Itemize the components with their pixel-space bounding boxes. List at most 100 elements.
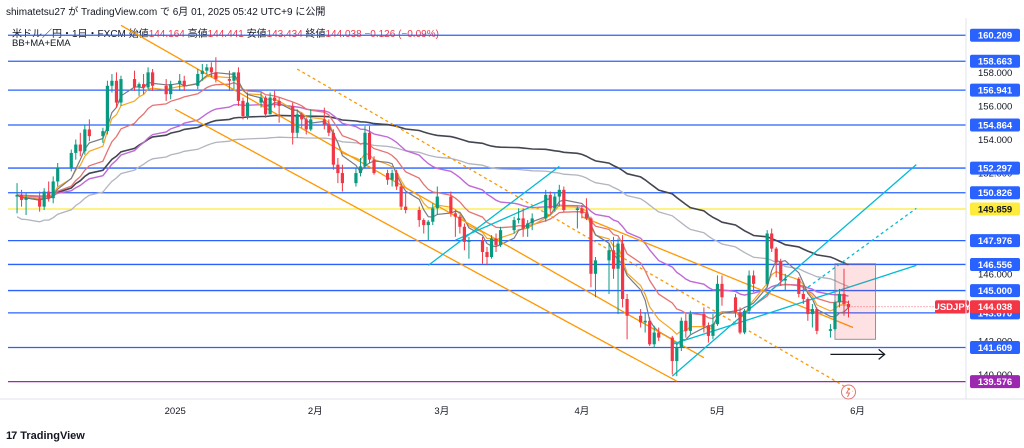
- candle-body: [47, 191, 51, 199]
- candle-body: [24, 198, 28, 200]
- candle-body: [87, 129, 91, 137]
- candle-body: [83, 129, 87, 152]
- candle-body: [742, 310, 747, 333]
- candle-body: [182, 80, 186, 86]
- candle-body: [151, 72, 155, 86]
- candle-body: [309, 119, 313, 130]
- candle-body: [295, 114, 299, 133]
- candle-body: [684, 320, 688, 331]
- candle-body: [169, 84, 173, 95]
- candle-body: [625, 298, 629, 316]
- candle-body: [652, 332, 656, 345]
- candle-body: [132, 79, 137, 88]
- level-tag: [970, 54, 1020, 68]
- y-tick-label: 156.000: [978, 101, 1012, 112]
- candle-body: [426, 221, 430, 226]
- candle-body: [110, 80, 114, 86]
- candle-body: [607, 250, 611, 261]
- candle-body: [801, 293, 805, 299]
- candle-body: [765, 233, 769, 284]
- level-tag: [970, 202, 1020, 216]
- candle-body: [331, 132, 335, 165]
- candle-body: [521, 218, 525, 229]
- ema-pink-line: [16, 81, 849, 320]
- candle-body: [688, 314, 692, 331]
- candle-body: [562, 189, 566, 210]
- candles: [15, 57, 851, 377]
- tradingview-logo-icon: 17: [6, 430, 17, 442]
- level-tag-label: 156.941: [978, 86, 1013, 97]
- level-tag: [970, 257, 1020, 271]
- candle-body: [119, 79, 123, 103]
- candle-body: [517, 218, 521, 221]
- candle-body: [480, 240, 485, 252]
- candle-body: [702, 314, 706, 326]
- level-tag-label: 152.297: [978, 163, 1012, 174]
- candle-body: [544, 194, 548, 219]
- candle-body: [806, 298, 810, 315]
- last-price-label: 144.038: [978, 302, 1012, 313]
- candle-body: [390, 173, 394, 180]
- indicators-label[interactable]: BB+MA+EMA: [12, 38, 71, 49]
- candle-body: [214, 72, 218, 80]
- candle-body: [485, 251, 489, 257]
- candle-body: [675, 347, 679, 362]
- trendline: [455, 197, 551, 241]
- candle-body: [575, 208, 579, 210]
- low-value: 143.434: [266, 29, 303, 40]
- candle-body: [358, 166, 363, 174]
- lightning-bolt-icon: [845, 387, 851, 398]
- candle-body: [733, 297, 738, 313]
- level-tag: [970, 186, 1020, 200]
- symbol-ohlc-line: 米ドル／円・1日・FXCM 始値144.164 高値144.441 安値143.…: [12, 25, 439, 40]
- candle-body: [19, 194, 24, 200]
- candle-body: [467, 240, 471, 242]
- candle-body: [232, 72, 236, 81]
- candle-body: [372, 159, 376, 174]
- candle-body: [340, 173, 344, 184]
- horizontal-levels: [8, 34, 966, 383]
- low-label: 安値: [246, 29, 267, 40]
- tradingview-brand[interactable]: 17 TradingView: [6, 430, 85, 442]
- candle-body: [453, 213, 457, 217]
- candle-body: [105, 85, 110, 132]
- level-tag-label: 154.864: [978, 120, 1013, 131]
- candle-body: [643, 320, 647, 323]
- candle-body: [837, 293, 842, 303]
- candle-body: [404, 206, 408, 210]
- candle-body: [38, 198, 42, 207]
- candle-body: [322, 119, 326, 125]
- candle-body: [367, 132, 372, 160]
- level-tag-label: 139.576: [978, 377, 1012, 388]
- level-tag-label: 146.556: [978, 260, 1012, 271]
- candle-body: [498, 230, 503, 246]
- level-tag: [970, 340, 1020, 354]
- candle-body: [74, 144, 78, 153]
- candle-body: [639, 315, 643, 323]
- level-tag: [970, 161, 1020, 175]
- candle-body: [259, 97, 263, 103]
- candle-body: [196, 74, 200, 86]
- level-tag: [970, 118, 1020, 132]
- candle-body: [78, 144, 82, 152]
- level-tag-label: 143.670: [978, 308, 1012, 319]
- level-tag-label: 147.976: [978, 236, 1012, 247]
- close-value: 144.038: [325, 29, 362, 40]
- x-tick-label: 5月: [710, 406, 725, 417]
- candle-body: [770, 233, 774, 249]
- candle-body: [810, 309, 814, 315]
- candle-body: [137, 84, 141, 88]
- level-tag: [970, 28, 1020, 42]
- symbol-tag-label: USDJPY: [933, 302, 972, 313]
- candle-body: [706, 325, 711, 336]
- level-tag-label: 158.663: [978, 57, 1012, 68]
- x-tick-label: 6月: [850, 406, 865, 417]
- symbol-name[interactable]: 米ドル／円・1日・FXCM: [12, 29, 126, 40]
- candle-body: [458, 216, 462, 227]
- candle-body: [747, 275, 751, 311]
- candle-body: [774, 248, 778, 263]
- candle-body: [42, 191, 46, 207]
- candle-body: [164, 85, 168, 95]
- candle-body: [146, 72, 150, 88]
